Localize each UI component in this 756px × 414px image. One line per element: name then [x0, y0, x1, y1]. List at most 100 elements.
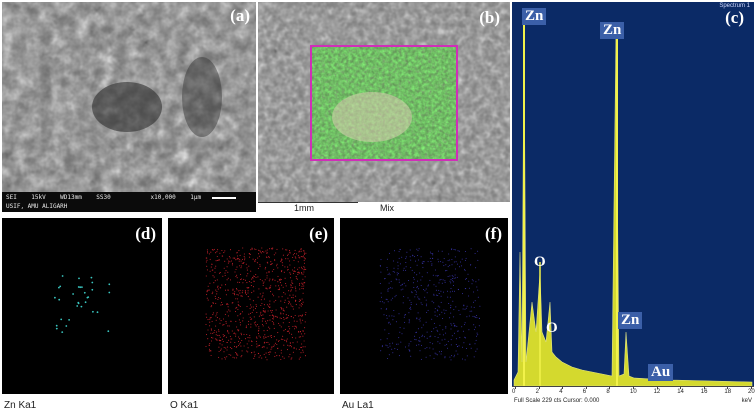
map-dot	[413, 272, 415, 274]
map-dot	[289, 264, 291, 266]
map-dot	[276, 339, 278, 341]
map-dot	[255, 259, 257, 261]
map-dot	[416, 274, 418, 276]
map-dot	[262, 284, 264, 286]
map-dot	[225, 347, 227, 349]
map-dot	[252, 286, 255, 288]
map-dot	[232, 292, 234, 294]
map-dot	[441, 311, 443, 313]
map-dot	[257, 267, 259, 269]
map-dot	[431, 318, 433, 320]
map-dot	[229, 310, 231, 312]
map-dot	[401, 256, 403, 258]
map-dot	[398, 281, 400, 283]
map-dot	[225, 321, 227, 323]
map-dot	[454, 249, 456, 251]
map-dot	[224, 250, 226, 252]
map-dot	[410, 259, 412, 261]
map-dot	[255, 248, 257, 251]
map-dot	[274, 355, 276, 357]
map-dot	[282, 356, 284, 358]
map-dot	[238, 250, 240, 252]
map-dot	[470, 248, 472, 250]
map-dot	[79, 286, 82, 289]
map-dot	[258, 352, 260, 354]
map-dot	[408, 322, 410, 324]
map-dot	[281, 284, 283, 286]
map-dot	[302, 301, 304, 303]
map-dot	[419, 317, 421, 319]
map-dot	[426, 337, 428, 339]
map-dot	[290, 290, 292, 292]
map-dot	[442, 329, 444, 331]
map-dot	[210, 337, 213, 339]
panel-label-a: (a)	[230, 6, 250, 25]
map-dot	[240, 260, 242, 262]
map-dot	[295, 257, 297, 259]
map-dot	[283, 344, 285, 346]
map-dot	[232, 289, 234, 291]
map-dot	[390, 299, 392, 301]
map-dot	[432, 257, 434, 259]
map-dot	[244, 338, 247, 340]
map-dot	[295, 327, 297, 329]
map-dot	[429, 342, 431, 344]
map-dot	[425, 356, 427, 358]
map-dot	[234, 271, 236, 273]
map-dot	[284, 328, 286, 330]
map-dot	[400, 285, 402, 287]
map-dot	[303, 259, 305, 261]
map-dot	[475, 350, 477, 352]
map-dot	[301, 272, 303, 274]
map-dot	[250, 270, 252, 272]
map-dot	[222, 324, 224, 326]
map-dot	[221, 301, 223, 303]
map-dot	[259, 251, 261, 253]
map-dot	[451, 355, 453, 357]
map-dot	[295, 348, 297, 350]
map-dot	[470, 306, 472, 308]
map-dot	[271, 311, 273, 313]
map-dot	[208, 289, 210, 291]
map-dot	[231, 302, 233, 304]
map-dot	[76, 305, 79, 307]
spectrum-unit: keV	[741, 398, 752, 404]
map-dot	[396, 348, 398, 350]
map-dot	[389, 343, 391, 345]
map-dot	[227, 262, 229, 264]
map-dot	[270, 261, 272, 263]
map-dot	[300, 250, 302, 252]
mix-footer: 1mm Mix	[258, 202, 510, 216]
map-dot	[439, 342, 441, 344]
map-dot	[228, 309, 230, 311]
map-dot	[249, 312, 252, 314]
map-dot	[297, 273, 299, 275]
map-dot	[303, 253, 306, 255]
map-dot	[277, 275, 279, 277]
map-dot	[211, 293, 213, 295]
map-dot	[451, 259, 453, 260]
map-dot	[473, 301, 474, 303]
map-dot	[417, 280, 418, 282]
map-dot	[301, 285, 303, 287]
map-dot	[434, 311, 436, 313]
map-dot	[299, 250, 301, 252]
map-dot	[268, 280, 270, 282]
map-dot	[269, 248, 271, 250]
map-dot	[249, 253, 251, 255]
map-dot	[292, 282, 294, 285]
map-dot	[423, 261, 425, 263]
map-dot	[294, 267, 296, 269]
map-dot	[454, 274, 456, 276]
map-dot	[246, 333, 248, 336]
map-dot	[434, 308, 436, 310]
map-dot	[438, 289, 440, 291]
map-dot	[387, 301, 389, 303]
map-dot	[295, 337, 297, 339]
map-dot	[449, 259, 451, 261]
map-dot	[426, 292, 428, 294]
map-dot	[256, 323, 258, 326]
map-dot	[215, 315, 217, 317]
map-dot	[450, 312, 452, 314]
map-dot	[271, 263, 273, 265]
